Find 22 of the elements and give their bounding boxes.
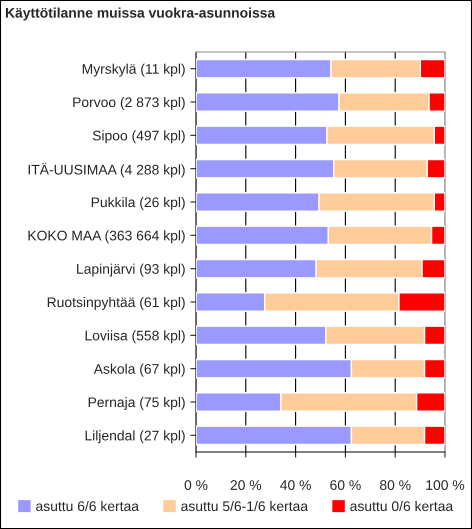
y-tick-label: Porvoo (2 873 kpl): [73, 96, 185, 110]
y-tick-label: Loviisa (558 kpl): [86, 330, 185, 344]
y-tick-label: Ruotsinpyhtää (61 kpl): [48, 296, 185, 310]
y-tick-label: Myrskylä (11 kpl): [82, 64, 185, 77]
x-tick-label: 100 %: [426, 480, 464, 490]
legend-label: asuttu 6/6 kertaa: [36, 500, 139, 512]
y-tick-label: ITÄ-UUSIMAA (4 288 kpl): [28, 162, 185, 178]
y-tick-label: Pernaja (75 kpl): [88, 396, 185, 410]
y-tick-label: KOKO MAA (363 664 kpl): [28, 230, 185, 244]
x-tick-label: 20 %: [230, 480, 262, 490]
y-tick-label: Sipoo (497 kpl): [92, 130, 185, 144]
y-tick-label: Liljendal (27 kpl): [86, 430, 185, 444]
x-tick-label: 0 %: [184, 480, 208, 490]
legend-label: asuttu 0/6 kertaa: [350, 500, 454, 512]
x-tick-label: 60 %: [330, 480, 361, 490]
x-tick-label: 40 %: [280, 480, 311, 490]
x-tick-label: 80 %: [380, 480, 411, 490]
y-tick-label: Pukkila (26 kpl): [92, 196, 185, 210]
chart-title: Käyttötilanne muissa vuokra-asunnoissa: [6, 8, 276, 20]
y-tick-label: Lapinjärvi (93 kpl): [77, 264, 185, 277]
y-tick-label: Askola (67 kpl): [94, 364, 185, 377]
legend-label: asuttu 5/6-1/6 kertaa: [181, 500, 308, 512]
